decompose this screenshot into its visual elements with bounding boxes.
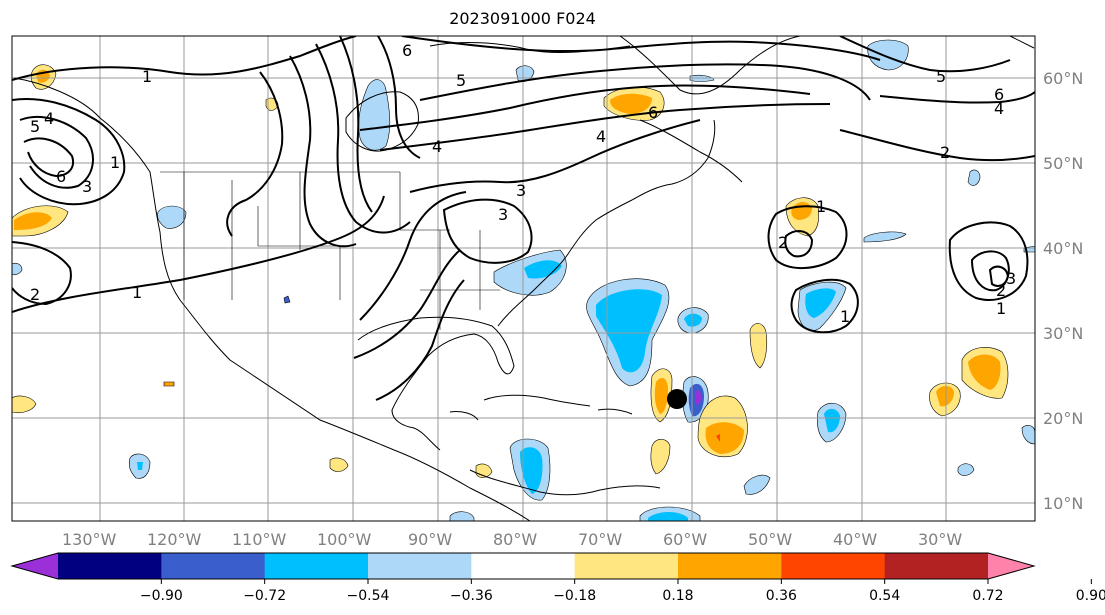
- contour-label: 4: [994, 99, 1004, 118]
- colorbar: −0.90 −0.72 −0.54 −0.36 −0.18 0.18 0.36 0.54 0.7…: [10, 552, 1105, 604]
- graticule: [12, 36, 1035, 521]
- colorbar-tick-label: 0.18: [662, 588, 693, 604]
- lat-label: 10°N: [1043, 494, 1083, 513]
- lon-label: 80°W: [493, 530, 537, 549]
- contour-label: 5: [30, 117, 40, 136]
- colorbar-tick-label: −0.54: [347, 588, 390, 604]
- colorbar-segment: [368, 553, 472, 579]
- lon-label: 130°W: [62, 530, 117, 549]
- colorbar-segment: [471, 553, 576, 579]
- contour-label: 4: [432, 137, 442, 156]
- contour-label: 3: [516, 181, 526, 200]
- contour-label: 6: [994, 85, 1004, 104]
- colorbar-tick-label: −0.18: [553, 588, 596, 604]
- contour-label: 6: [402, 41, 412, 60]
- contour-label: 1: [132, 283, 142, 302]
- contour-label: 2: [996, 281, 1006, 300]
- contour-label: 1: [840, 307, 850, 326]
- colorbar-over-extension: [988, 553, 1034, 579]
- lat-label: 20°N: [1043, 409, 1083, 428]
- lat-label: 30°N: [1043, 324, 1083, 343]
- lat-label: 50°N: [1043, 154, 1083, 173]
- lon-label: 70°W: [578, 530, 622, 549]
- lat-label: 40°N: [1043, 239, 1083, 258]
- colorbar-under-extension: [12, 553, 58, 579]
- colorbar-segment: [781, 553, 886, 579]
- latitude-labels: 60°N 50°N 40°N 30°N 20°N 10°N: [1043, 69, 1083, 513]
- contour-label: 1: [142, 67, 152, 86]
- colorbar-segment: [161, 553, 266, 579]
- storm-center-marker: [667, 389, 687, 409]
- contour-label: 5: [936, 67, 946, 86]
- colorbar-tick-label: −0.36: [450, 588, 493, 604]
- contour-lines: [12, 36, 1035, 401]
- contour-label: 4: [44, 109, 54, 128]
- contour-label: 1: [996, 299, 1006, 318]
- contour-label: 1: [816, 197, 826, 216]
- lon-label: 120°W: [147, 530, 202, 549]
- colorbar-tick-label: −0.72: [243, 588, 286, 604]
- map-title: 2023091000 F024: [449, 9, 596, 28]
- colorbar-segment: [884, 553, 989, 579]
- contour-label: 4: [596, 127, 606, 146]
- contour-label: 3: [82, 177, 92, 196]
- lon-label: 30°W: [918, 530, 962, 549]
- contour-label: 6: [648, 103, 658, 122]
- lon-label: 90°W: [408, 530, 452, 549]
- colorbar-tick-label: 0.36: [766, 588, 797, 604]
- lon-label: 110°W: [232, 530, 287, 549]
- lat-label: 60°N: [1043, 69, 1083, 88]
- lon-label: 100°W: [317, 530, 372, 549]
- contour-label: 6: [56, 167, 66, 186]
- colorbar-segment: [574, 553, 679, 579]
- lon-label: 60°W: [663, 530, 707, 549]
- lon-label: 40°W: [833, 530, 877, 549]
- contour-label: 2: [30, 285, 40, 304]
- colorbar-outline: [10, 552, 1036, 580]
- colorbar-tick-label: −0.90: [140, 588, 183, 604]
- contour-label: 2: [940, 143, 950, 162]
- map-frame: [11, 35, 1036, 522]
- contour-label: 5: [456, 71, 466, 90]
- colorbar-segment: [678, 553, 782, 579]
- contour-label: 1: [110, 153, 120, 172]
- colorbar-tick-label: 0.72: [972, 588, 1003, 604]
- longitude-labels: 130°W 120°W 110°W 100°W 90°W 80°W 70°W 6…: [62, 530, 962, 549]
- colorbar-tick-label: 0.90: [1076, 588, 1105, 604]
- lon-label: 50°W: [748, 530, 792, 549]
- contour-label: 2: [778, 233, 788, 252]
- colorbar-tick-label: 0.54: [869, 588, 900, 604]
- contour-label: 3: [1006, 269, 1016, 288]
- colorbar-segment: [264, 553, 369, 579]
- colorbar-segment: [58, 553, 162, 579]
- contour-label: 3: [498, 205, 508, 224]
- contour-labels: 1 5 4 6 2 3 6 5 4 3 4 6 2 1 3 1 2 1 1 2 …: [30, 41, 1016, 326]
